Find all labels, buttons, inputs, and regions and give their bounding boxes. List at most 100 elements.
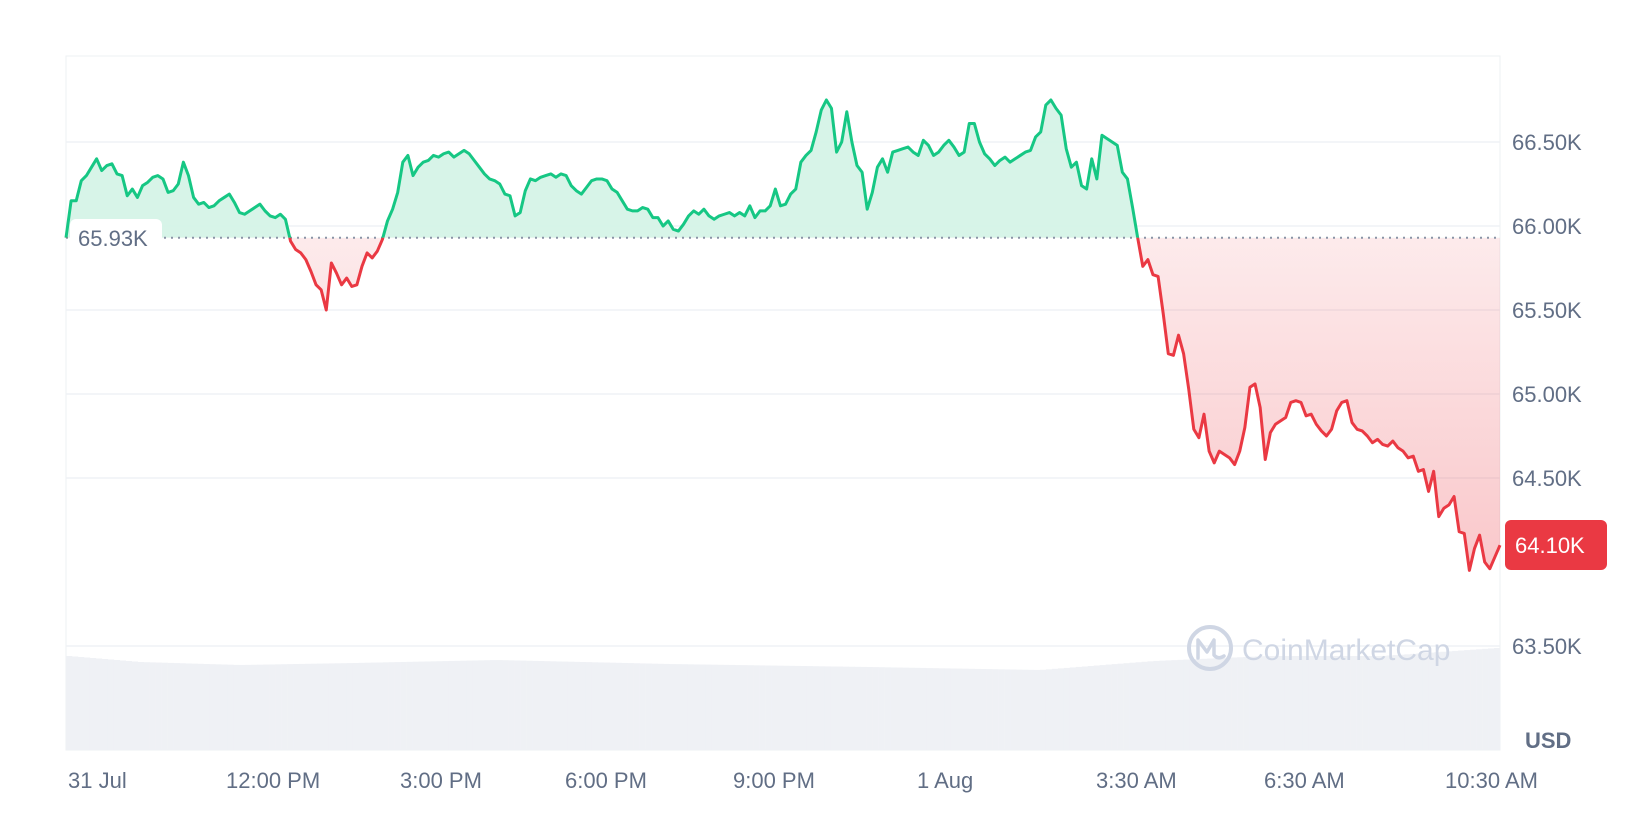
volume-bar <box>113 660 121 750</box>
volume-bar <box>1320 656 1328 750</box>
volume-bar <box>878 667 885 750</box>
volume-bar <box>1123 663 1130 750</box>
volume-bar <box>1129 662 1136 750</box>
volume-bar <box>400 661 407 750</box>
volume-bar <box>1452 650 1459 750</box>
volume-bar <box>1344 656 1351 750</box>
volume-bar <box>783 665 790 750</box>
volume-bar <box>275 664 282 750</box>
volume-bar <box>830 666 838 750</box>
volume-bar <box>884 667 891 750</box>
volume-bar <box>532 660 539 750</box>
volume-bar <box>1177 659 1184 750</box>
volume-bar <box>1016 669 1023 750</box>
watermark: CoinMarketCap <box>1187 625 1450 671</box>
y-unit-label: USD <box>1525 728 1571 753</box>
volume-bar <box>478 660 485 750</box>
volume-bar <box>890 667 897 750</box>
volume-bar <box>579 661 587 750</box>
area-fill-below-baseline <box>66 237 1500 571</box>
volume-bar <box>771 665 778 750</box>
volume-bar <box>430 661 437 750</box>
volume-bar <box>107 659 115 750</box>
volume-bar <box>1075 666 1083 750</box>
volume-bar <box>257 664 264 750</box>
volume-bar <box>1464 650 1471 750</box>
volume-bar <box>1195 659 1202 750</box>
volume-bar <box>1081 666 1089 750</box>
volume-bar <box>436 661 443 750</box>
current-price-label: 64.10K <box>1515 533 1585 558</box>
volume-bar <box>944 668 951 750</box>
volume-bar <box>1278 656 1286 750</box>
volume-bar <box>1105 664 1112 750</box>
volume-bar <box>1326 656 1333 750</box>
volume-bar <box>233 664 240 750</box>
volume-bar <box>149 662 156 750</box>
volume-bar <box>1159 660 1166 750</box>
volume-bar <box>812 666 820 750</box>
volume-bar <box>860 666 867 750</box>
volume-bar <box>1069 667 1077 750</box>
volume-bar <box>986 669 993 750</box>
volume-bar <box>980 669 987 750</box>
x-tick-label: 31 Jul <box>68 768 127 793</box>
volume-bar <box>735 665 742 750</box>
volume-bar <box>442 661 449 750</box>
volume-bar <box>1266 656 1274 750</box>
volume-bar <box>1135 662 1142 750</box>
volume-bar <box>520 660 527 750</box>
volume-bar <box>1249 656 1256 750</box>
baseline-label-bg <box>70 219 162 255</box>
volume-bar <box>239 664 246 750</box>
volume-bar <box>621 662 628 750</box>
volume-bar <box>137 662 144 750</box>
volume-bar <box>376 662 383 750</box>
volume-bar <box>221 664 228 750</box>
volume-bar <box>800 666 808 750</box>
volume-bar <box>1302 656 1310 750</box>
volume-bar <box>1356 656 1363 750</box>
volume-bar <box>472 660 479 750</box>
volume-bar <box>1165 660 1172 750</box>
volume-bar <box>651 663 658 750</box>
volume-bar <box>1183 659 1190 750</box>
x-tick-label: 6:30 AM <box>1264 768 1345 793</box>
volume-bar <box>496 660 503 750</box>
volume-bar <box>1470 649 1477 750</box>
volume-bar <box>1171 660 1178 750</box>
volume-bar <box>741 665 748 750</box>
volume-bar <box>950 668 957 750</box>
volume-bar <box>747 665 754 750</box>
baseline-value-label: 65.93K <box>78 226 148 251</box>
volume-bar <box>1243 656 1250 750</box>
volume-bar <box>1039 669 1047 750</box>
volume-bar <box>711 664 718 750</box>
volume-bar <box>1057 668 1065 750</box>
volume-bar <box>544 661 551 750</box>
volume-bar <box>1422 653 1429 750</box>
volume-bar <box>382 662 389 750</box>
volume-bar <box>1201 658 1208 750</box>
volume-bar <box>1237 657 1244 750</box>
volume-bar <box>1027 669 1035 750</box>
volume-bar <box>699 664 706 750</box>
volume-bar <box>615 662 622 750</box>
volume-bar <box>788 665 796 750</box>
volume-bar <box>251 664 258 750</box>
watermark-text: CoinMarketCap <box>1242 634 1450 667</box>
volume-bar <box>1362 656 1369 750</box>
volume-bar <box>119 660 127 750</box>
volume-bar <box>370 662 377 750</box>
volume-bar <box>1219 658 1226 750</box>
volume-bar <box>322 663 330 750</box>
volume-bar <box>245 664 252 750</box>
baseline-label: 65.93K <box>70 219 162 255</box>
volume-bar <box>1374 656 1381 750</box>
y-tick-label: 64.50K <box>1512 466 1582 491</box>
x-tick-label: 1 Aug <box>917 768 973 793</box>
volume-bar <box>191 663 198 750</box>
volume-bar <box>328 663 336 750</box>
volume-bar <box>173 663 180 750</box>
volume-bar <box>1290 656 1298 750</box>
